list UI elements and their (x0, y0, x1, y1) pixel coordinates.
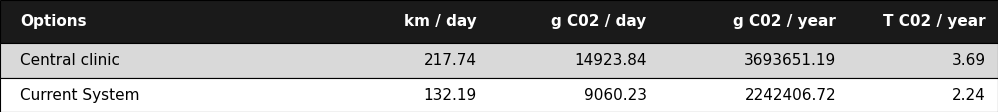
Text: 2.24: 2.24 (952, 88, 986, 103)
Text: 3693651.19: 3693651.19 (745, 53, 836, 68)
Text: 3.69: 3.69 (952, 53, 986, 68)
Text: g C02 / year: g C02 / year (734, 14, 836, 29)
Text: g C02 / day: g C02 / day (552, 14, 647, 29)
Text: T C02 / year: T C02 / year (883, 14, 986, 29)
Text: Central clinic: Central clinic (20, 53, 120, 68)
Text: 9060.23: 9060.23 (584, 88, 647, 103)
Text: 14923.84: 14923.84 (574, 53, 647, 68)
Text: 2242406.72: 2242406.72 (745, 88, 836, 103)
Bar (0, 43, 998, 78)
Text: km / day: km / day (404, 14, 477, 29)
Bar (0, 0, 998, 43)
Text: 217.74: 217.74 (424, 53, 477, 68)
Text: 132.19: 132.19 (424, 88, 477, 103)
Text: Current System: Current System (20, 88, 140, 103)
Bar (0, 78, 998, 112)
Text: Options: Options (20, 14, 87, 29)
